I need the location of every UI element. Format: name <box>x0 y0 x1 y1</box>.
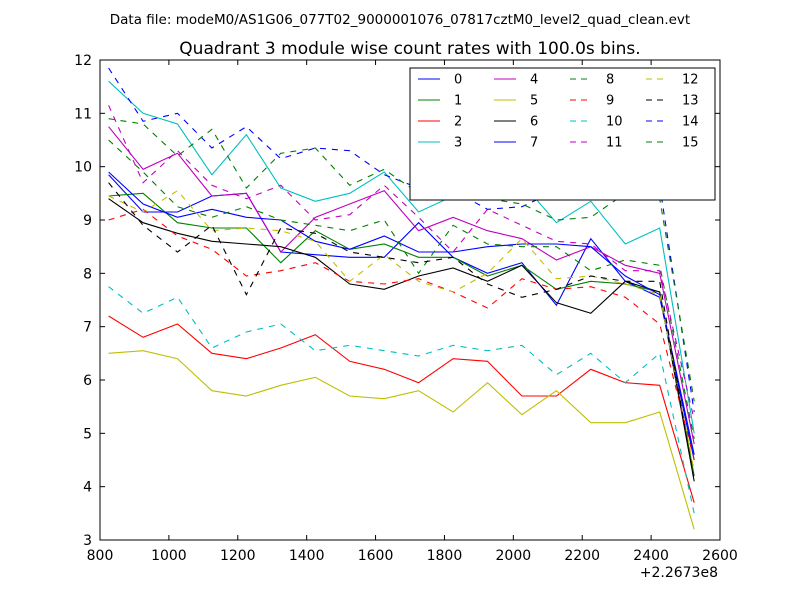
y-tick-label: 9 <box>83 213 92 229</box>
legend-label-11: 11 <box>606 136 623 151</box>
legend-label-4: 4 <box>530 73 538 88</box>
y-tick-label: 4 <box>83 480 92 496</box>
series-line-12 <box>108 189 695 471</box>
legend-label-15: 15 <box>682 136 699 151</box>
series-line-4 <box>108 126 695 445</box>
series-line-7 <box>108 171 695 455</box>
legend-label-1: 1 <box>454 94 462 109</box>
legend-label-6: 6 <box>530 115 538 130</box>
legend-label-14: 14 <box>682 115 699 130</box>
legend-label-5: 5 <box>530 94 538 109</box>
y-tick-label: 7 <box>83 320 92 336</box>
legend-label-9: 9 <box>606 94 614 109</box>
legend-label-8: 8 <box>606 73 614 88</box>
series-line-1 <box>108 192 695 477</box>
x-tick-label: 1400 <box>289 548 325 564</box>
y-tick-label: 5 <box>83 426 92 442</box>
x-tick-label: 2000 <box>496 548 532 564</box>
x-tick-label: 800 <box>87 548 114 564</box>
series-line-2 <box>108 315 695 503</box>
x-tick-label: 2600 <box>702 548 738 564</box>
x-tick-label: 2400 <box>633 548 669 564</box>
legend-label-0: 0 <box>454 73 462 88</box>
series-line-11 <box>108 105 695 421</box>
legend-label-7: 7 <box>530 136 538 151</box>
series-line-13 <box>108 182 695 482</box>
legend-label-2: 2 <box>454 115 462 130</box>
legend-box <box>409 67 716 201</box>
series-line-6 <box>108 198 695 482</box>
y-tick-label: 3 <box>83 533 92 549</box>
legend-label-13: 13 <box>682 94 699 109</box>
legend-label-3: 3 <box>454 136 462 151</box>
series-line-5 <box>108 350 695 530</box>
legend-label-10: 10 <box>606 115 623 130</box>
x-tick-label: 2200 <box>564 548 600 564</box>
y-tick-label: 11 <box>74 106 92 122</box>
legend-label-12: 12 <box>682 73 699 88</box>
y-tick-label: 10 <box>74 160 92 176</box>
data-file-label: Data file: modeM0/AS1G06_077T02_90000010… <box>110 12 690 28</box>
x-offset-label: +2.2673e8 <box>640 565 718 581</box>
series-line-0 <box>108 174 695 461</box>
chart-title: Quadrant 3 module wise count rates with … <box>179 39 640 59</box>
y-tick-label: 6 <box>83 373 92 389</box>
x-tick-label: 1600 <box>358 548 394 564</box>
series-line-15 <box>108 118 695 402</box>
x-tick-label: 1000 <box>151 548 187 564</box>
y-tick-label: 12 <box>74 53 92 69</box>
x-tick-label: 1800 <box>427 548 463 564</box>
series-line-9 <box>108 208 695 461</box>
x-tick-label: 1200 <box>220 548 256 564</box>
y-tick-label: 8 <box>83 266 92 282</box>
series-line-3 <box>108 80 695 434</box>
series-line-8 <box>108 139 695 439</box>
plot-frame <box>99 59 721 541</box>
series-line-10 <box>108 286 695 514</box>
